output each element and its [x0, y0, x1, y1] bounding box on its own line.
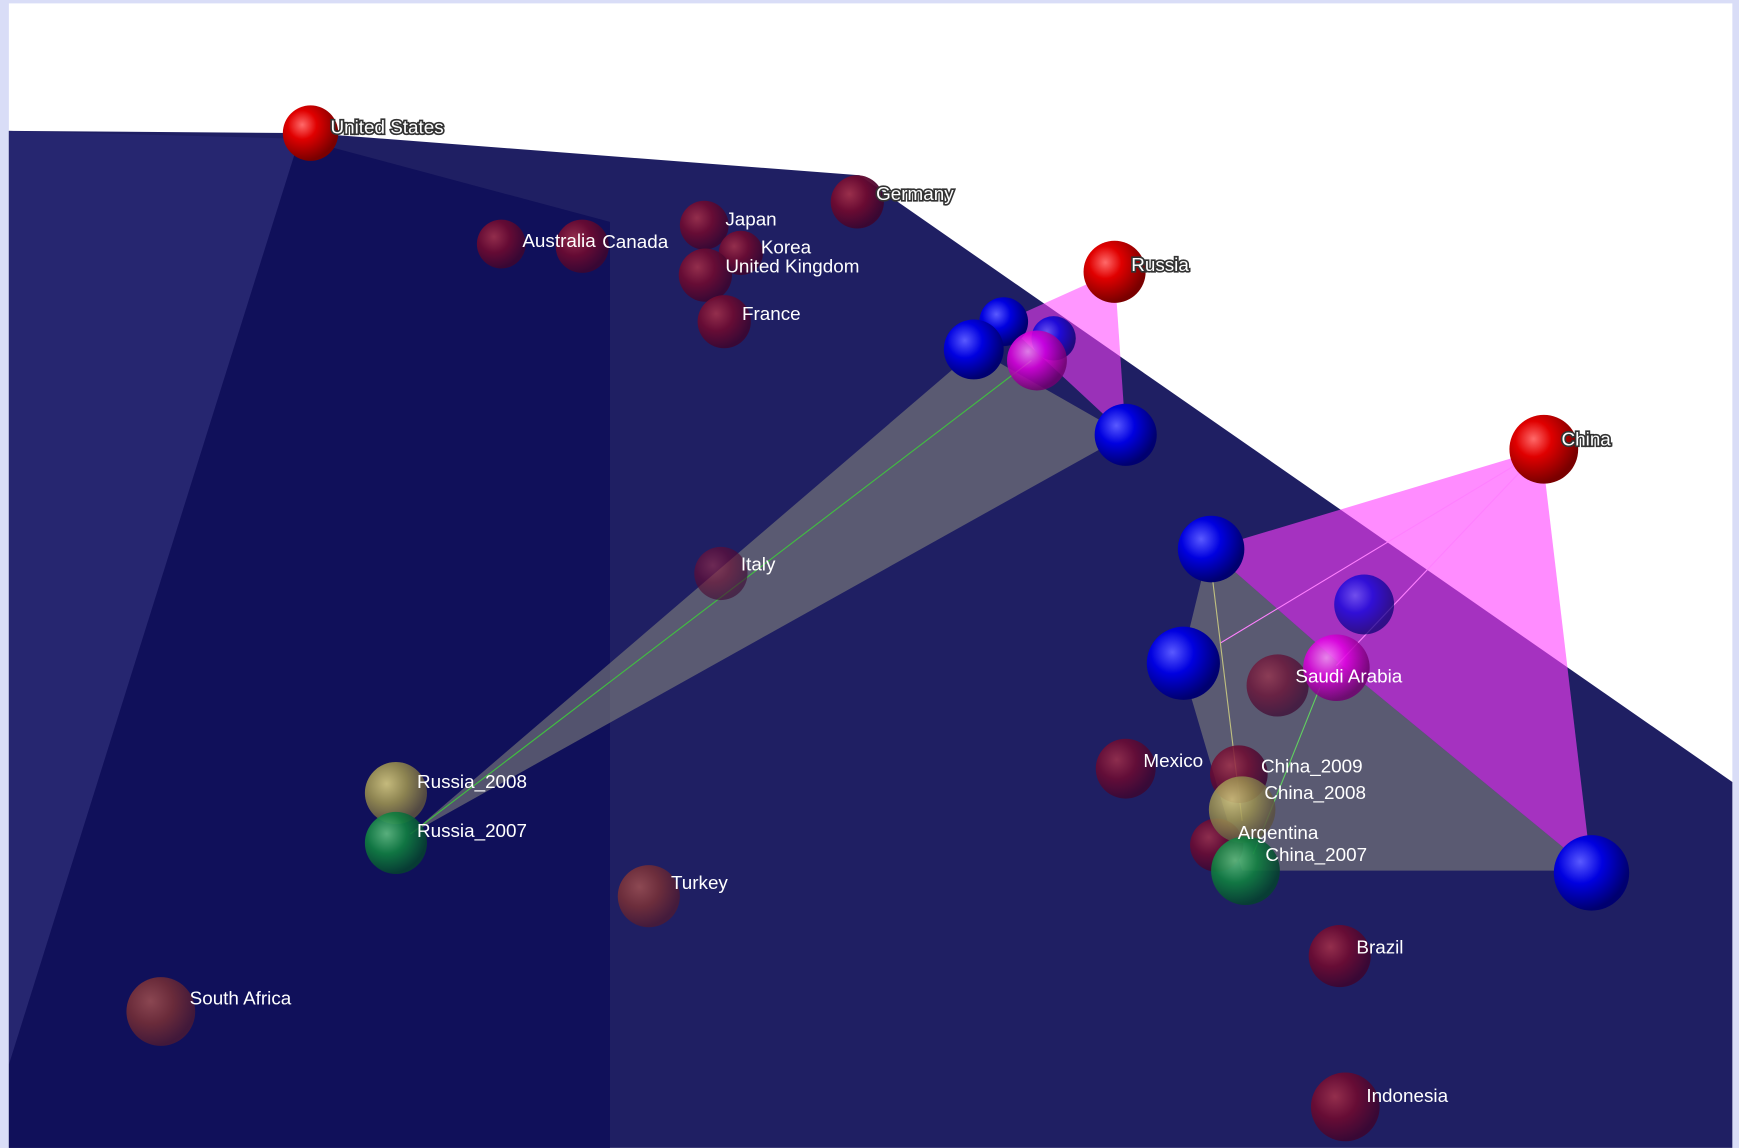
- node-sphere: [364, 761, 427, 825]
- node-sphere: [617, 865, 680, 928]
- edge: [1219, 448, 1542, 644]
- node-sphere: [678, 248, 732, 302]
- node-sphere: [1509, 414, 1579, 484]
- node-sphere: [830, 175, 884, 229]
- node-sphere: [718, 230, 764, 276]
- node-sphere: [1334, 574, 1395, 635]
- node-sphere: [476, 219, 526, 269]
- node-sphere: [1310, 1072, 1380, 1142]
- node-sphere: [126, 977, 196, 1046]
- node-label: China_2007: [1265, 844, 1367, 866]
- node-label: Germany: [876, 183, 954, 204]
- node-sphere: [1246, 654, 1309, 717]
- node-sphere: [364, 811, 427, 874]
- node-sphere: [1083, 240, 1146, 303]
- node-sphere: [1094, 403, 1157, 466]
- node-label: China: [1562, 428, 1612, 449]
- node-sphere: [1208, 776, 1276, 843]
- spheres: [126, 105, 1630, 1142]
- node-label: Mexico: [1143, 750, 1203, 771]
- node-label: France: [742, 303, 801, 324]
- hull-face: [8, 138, 610, 1148]
- node-label: China_2009: [1261, 756, 1363, 778]
- node-label: Brazil: [1356, 936, 1403, 957]
- hull-face: [1181, 549, 1592, 871]
- node-sphere: [697, 295, 751, 349]
- node-label: China_2008: [1264, 782, 1366, 804]
- node-sphere: [555, 219, 609, 273]
- node-sphere: [1177, 515, 1245, 583]
- node-label: Argentina: [1238, 822, 1319, 843]
- node-label: Japan: [725, 209, 776, 230]
- node-label: Australia: [522, 230, 596, 251]
- node-sphere: [1211, 836, 1280, 906]
- node-sphere: [1303, 634, 1370, 701]
- node-sphere: [679, 200, 729, 250]
- node-sphere: [282, 105, 339, 161]
- node-label: United Kingdom: [725, 255, 859, 276]
- node-sphere: [1007, 330, 1067, 391]
- node-label: Saudi Arabia: [1295, 666, 1402, 687]
- node-label: Russia_2008: [417, 771, 527, 793]
- hull-face: [410, 349, 1126, 835]
- node-sphere: [943, 319, 1004, 380]
- hull-face: [1208, 449, 1592, 871]
- node-label: Turkey: [671, 872, 728, 893]
- node-sphere: [1308, 925, 1371, 988]
- node-label: Russia: [1131, 254, 1189, 275]
- node-label: South Africa: [190, 987, 292, 1008]
- node-label: Italy: [741, 554, 776, 575]
- node-label: Korea: [761, 236, 812, 257]
- labels: United States Germany Japan Australia Canada…: [190, 115, 1613, 1106]
- node-label: Canada: [602, 231, 669, 252]
- node-sphere: [1095, 738, 1156, 799]
- hull-face: [8, 130, 300, 1065]
- node-sphere: [694, 546, 748, 601]
- node-label: United States: [330, 117, 443, 138]
- node-sphere: [1146, 626, 1220, 700]
- node-label: Indonesia: [1366, 1085, 1448, 1106]
- node-sphere: [1553, 835, 1630, 911]
- node-label: Russia_2007: [417, 820, 527, 842]
